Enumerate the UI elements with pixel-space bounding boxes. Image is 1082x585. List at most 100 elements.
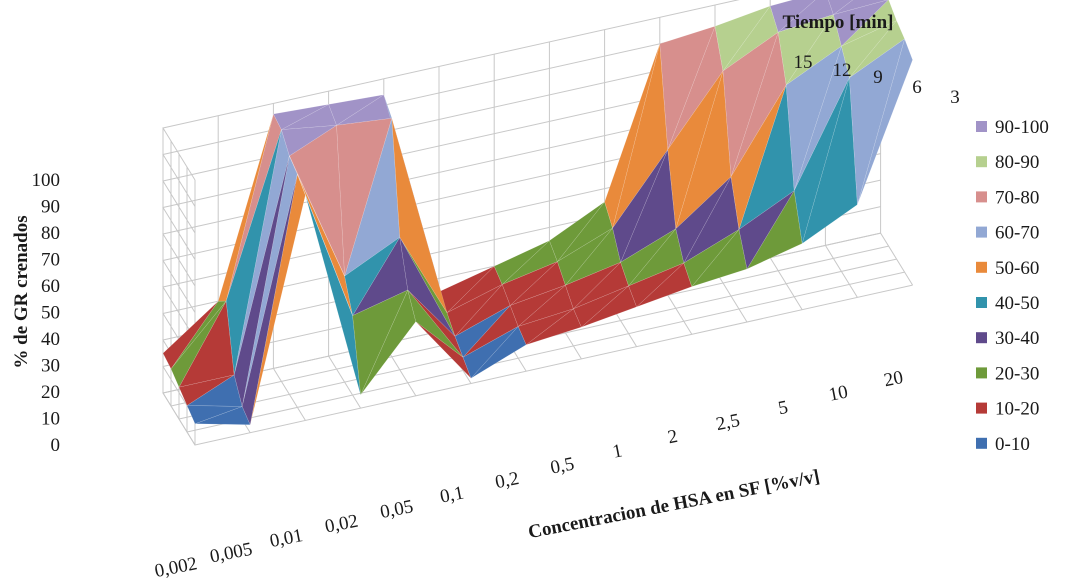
surface-facet bbox=[793, 77, 850, 244]
surface-facet bbox=[391, 118, 448, 313]
surface-facet bbox=[328, 94, 384, 126]
surface-facet bbox=[683, 229, 740, 288]
surface-facet bbox=[170, 300, 227, 388]
z-tick-label: 0 bbox=[51, 435, 61, 456]
x-tick-label: 0,2 bbox=[493, 468, 520, 493]
legend-swatch bbox=[976, 367, 987, 379]
surface-facet bbox=[785, 45, 842, 191]
z-tick-label: 40 bbox=[41, 329, 60, 350]
y-tick-label: 6 bbox=[912, 77, 922, 98]
surface-facet bbox=[186, 405, 243, 425]
x-tick-label: 1 bbox=[611, 440, 624, 462]
legend-swatch bbox=[976, 226, 987, 238]
x-axis-title: Concentracion de HSA en SF [%v/v] bbox=[526, 466, 821, 543]
surface-facet bbox=[360, 289, 417, 395]
surface-facet bbox=[336, 118, 393, 277]
surface-facet bbox=[297, 174, 353, 316]
z-tick-label: 10 bbox=[41, 409, 60, 430]
surface-facet bbox=[675, 176, 732, 264]
z-tick-label: 50 bbox=[41, 303, 60, 324]
y-tick-label: 15 bbox=[794, 52, 813, 73]
legend-label: 30-40 bbox=[995, 328, 1039, 349]
x-tick-label: 2 bbox=[666, 426, 679, 448]
y-tick-label: 3 bbox=[950, 87, 960, 108]
x-tick-label: 20 bbox=[882, 367, 905, 391]
surface-facet bbox=[526, 308, 582, 345]
surface-facet bbox=[557, 227, 613, 286]
gridline bbox=[178, 154, 897, 420]
legend-label: 50-60 bbox=[995, 258, 1039, 279]
surface-facet bbox=[628, 262, 684, 308]
surface-facet bbox=[730, 84, 787, 230]
legend-swatch bbox=[976, 121, 987, 132]
x-tick-label: 2,5 bbox=[714, 410, 741, 435]
surface-facet bbox=[833, 0, 889, 15]
z-tick-label: 70 bbox=[41, 250, 60, 271]
z-tick-label: 20 bbox=[41, 382, 60, 403]
surface-facet bbox=[352, 289, 409, 396]
legend-swatch bbox=[976, 402, 987, 414]
surface-facet bbox=[833, 0, 889, 47]
gridline bbox=[186, 167, 905, 433]
surface-facet bbox=[612, 149, 668, 263]
surface-facet bbox=[454, 305, 511, 358]
surface-facet bbox=[517, 308, 574, 346]
surface-facet bbox=[217, 113, 274, 302]
legend-label: 0-10 bbox=[995, 434, 1030, 455]
legend-label: 70-80 bbox=[995, 187, 1039, 208]
surface-facet bbox=[399, 237, 456, 337]
surface-facet bbox=[281, 125, 337, 157]
x-tick-label: 0,1 bbox=[438, 483, 465, 508]
legend-swatch bbox=[976, 191, 987, 203]
surface-plot bbox=[162, 0, 913, 426]
x-tick-label: 0,01 bbox=[268, 525, 305, 552]
z-tick-label: 80 bbox=[41, 223, 60, 244]
surface-facet bbox=[714, 5, 771, 72]
z-tick-label: 90 bbox=[41, 197, 60, 218]
surface-facet bbox=[233, 155, 290, 407]
surface-facet bbox=[162, 301, 219, 370]
surface-facet bbox=[620, 228, 676, 287]
surface-facet bbox=[225, 129, 282, 375]
surface-facet bbox=[573, 285, 629, 328]
x-tick-label: 0,5 bbox=[549, 454, 576, 479]
x-tick-label: 0,002 bbox=[153, 553, 199, 582]
surface-facet bbox=[667, 70, 724, 229]
surface-facet bbox=[659, 25, 716, 150]
surface-facet bbox=[841, 20, 897, 79]
surface-facet bbox=[344, 237, 400, 317]
surface-facet bbox=[462, 326, 519, 379]
x-tick-label: 0,005 bbox=[208, 539, 254, 568]
y-tick-label: 12 bbox=[833, 60, 852, 81]
surface-facet bbox=[273, 104, 329, 130]
legend-label: 40-50 bbox=[995, 293, 1039, 314]
surface-facet bbox=[446, 284, 503, 337]
gridline bbox=[194, 180, 913, 446]
legend-swatch bbox=[976, 156, 987, 168]
surface-facet bbox=[738, 190, 795, 270]
legend-swatch bbox=[976, 297, 987, 308]
x-tick-label: 5 bbox=[776, 397, 789, 419]
surface-facet bbox=[722, 31, 779, 177]
y-axis-ticks: 3 6 9 12 15 bbox=[794, 52, 960, 108]
surface-facet bbox=[178, 374, 235, 406]
surface-facet bbox=[501, 261, 558, 306]
surface-facet bbox=[849, 38, 905, 205]
legend-label: 80-90 bbox=[995, 152, 1039, 173]
surface-facet bbox=[777, 14, 834, 86]
legend-swatch bbox=[976, 437, 987, 449]
surface-facet bbox=[828, 0, 853, 15]
legend: 90-100 80-90 70-80 60-70 50-60 40-50 30-40 20-3… bbox=[976, 117, 1049, 455]
legend-swatch bbox=[976, 261, 987, 273]
legend-swatch bbox=[976, 332, 987, 344]
surface-facet bbox=[289, 155, 345, 277]
z-axis-title: % de GR crenados bbox=[11, 215, 32, 368]
x-tick-label: 10 bbox=[827, 381, 850, 405]
z-tick-label: 60 bbox=[41, 276, 60, 297]
surface-facet bbox=[493, 240, 550, 285]
x-tick-label: 0,02 bbox=[323, 511, 360, 538]
legend-label: 20-30 bbox=[995, 363, 1039, 384]
z-axis-ticks: 0 10 20 30 40 50 60 70 80 90 100 bbox=[32, 170, 61, 456]
z-tick-label: 30 bbox=[41, 356, 60, 377]
